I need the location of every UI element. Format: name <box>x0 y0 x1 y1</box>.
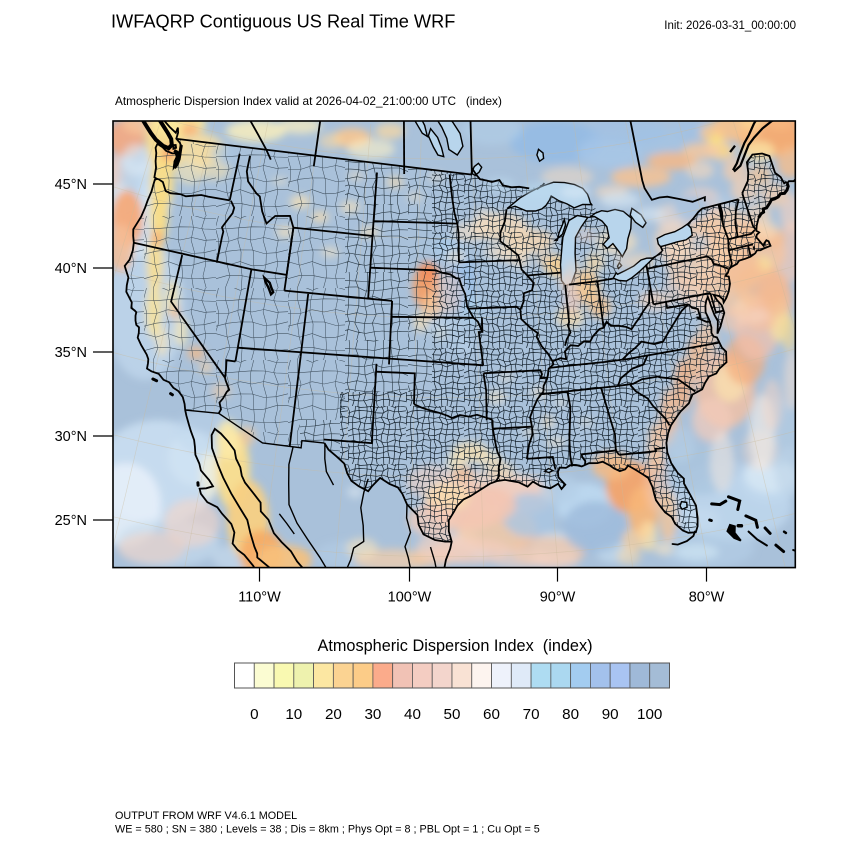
svg-text:90°W: 90°W <box>540 590 576 606</box>
svg-text:Atmospheric Dispersion Index: Atmospheric Dispersion Index (index) <box>317 637 592 655</box>
svg-text:100: 100 <box>637 706 662 723</box>
svg-text:10: 10 <box>285 706 302 723</box>
svg-text:45°N: 45°N <box>55 177 87 193</box>
svg-text:80: 80 <box>562 706 579 723</box>
svg-text:50: 50 <box>444 706 461 723</box>
svg-text:100°W: 100°W <box>388 590 432 606</box>
svg-text:30°N: 30°N <box>55 429 87 445</box>
svg-text:70: 70 <box>523 706 540 723</box>
svg-text:90: 90 <box>602 706 619 723</box>
svg-text:40°N: 40°N <box>55 261 87 277</box>
svg-text:110°W: 110°W <box>238 590 281 606</box>
svg-text:35°N: 35°N <box>55 345 87 361</box>
svg-text:IWFAQRP Contiguous US Real Tim: IWFAQRP Contiguous US Real Time WRF <box>111 12 455 32</box>
svg-text:80°W: 80°W <box>689 590 725 606</box>
svg-text:0: 0 <box>250 706 258 723</box>
svg-text:25°N: 25°N <box>55 513 87 529</box>
svg-text:30: 30 <box>364 706 381 723</box>
svg-text:WE = 580 ; SN = 380 ; Levels =: WE = 580 ; SN = 380 ; Levels = 38 ; Dis … <box>115 824 540 836</box>
svg-text:Init: 2026-03-31_00:00:00: Init: 2026-03-31_00:00:00 <box>664 20 796 32</box>
svg-text:OUTPUT FROM WRF V4.6.1 MODEL: OUTPUT FROM WRF V4.6.1 MODEL <box>115 810 297 822</box>
svg-text:20: 20 <box>325 706 342 723</box>
svg-text:40: 40 <box>404 706 421 723</box>
svg-text:60: 60 <box>483 706 500 723</box>
svg-text:Atmospheric Dispersion Index v: Atmospheric Dispersion Index valid at 20… <box>115 94 502 108</box>
